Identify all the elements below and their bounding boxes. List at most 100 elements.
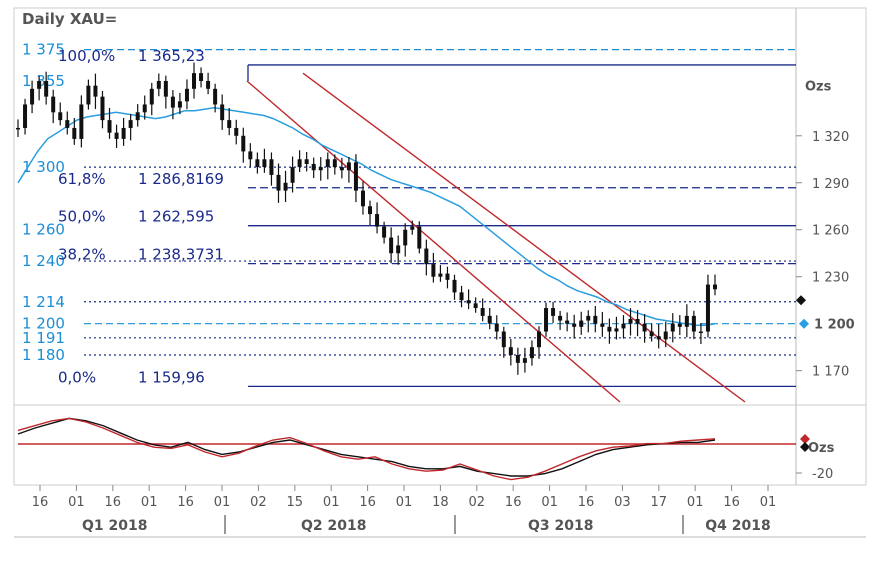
price-bar-body bbox=[382, 226, 387, 238]
price-bar-body bbox=[508, 347, 513, 356]
price-bar-body bbox=[501, 331, 506, 348]
level-label: 1 260 bbox=[22, 221, 65, 239]
marker-diamond-black bbox=[796, 295, 806, 306]
price-bar-body bbox=[579, 320, 584, 327]
price-bar-body bbox=[107, 120, 112, 133]
price-bar-body bbox=[241, 135, 246, 152]
price-bar-body bbox=[220, 104, 225, 121]
level-label: 1 180 bbox=[22, 346, 65, 364]
price-bar-body bbox=[283, 182, 288, 191]
price-bar-body bbox=[480, 308, 485, 316]
price-bar-body bbox=[375, 214, 380, 227]
price-bar-body bbox=[255, 159, 260, 168]
last-price-label: 1 200 bbox=[814, 318, 855, 333]
price-bar-body bbox=[649, 331, 654, 337]
level-label: 1 214 bbox=[22, 293, 65, 311]
osc-tick-label: -20 bbox=[812, 467, 833, 482]
price-bar-body bbox=[325, 159, 330, 168]
price-bar-body bbox=[353, 162, 358, 191]
price-bar-body bbox=[37, 80, 42, 89]
price-bar-body bbox=[487, 315, 492, 324]
price-bar-body bbox=[473, 303, 478, 309]
price-bar-body bbox=[670, 323, 675, 332]
price-bar-body bbox=[544, 308, 549, 332]
price-bar-body bbox=[656, 336, 661, 340]
price-bar-body bbox=[551, 308, 556, 316]
price-bar-body bbox=[572, 323, 577, 327]
price-bar-body bbox=[58, 112, 63, 121]
fibonacci-levels: 100,0% 1 365,23 61,8% 1 286,8169 50,0% 1 262,… bbox=[58, 47, 796, 388]
price-bar-body bbox=[170, 96, 175, 108]
price-bar-body bbox=[515, 355, 520, 363]
price-bar-body bbox=[156, 80, 161, 89]
price-bar-body bbox=[199, 73, 204, 81]
price-bar-body bbox=[593, 315, 598, 324]
fib-value-label: 1 159,96 bbox=[138, 368, 205, 386]
price-bar-body bbox=[360, 190, 365, 207]
fib-percent-label: 0,0% bbox=[58, 368, 96, 386]
oscillator: Ozs -20 bbox=[17, 417, 835, 482]
price-bar-body bbox=[79, 104, 84, 139]
fib-value-label: 1 262,595 bbox=[138, 208, 214, 226]
price-bar-body bbox=[494, 323, 499, 332]
price-bar-body bbox=[713, 284, 717, 290]
price-bar-body bbox=[177, 101, 182, 108]
moving-average-line bbox=[17, 106, 716, 327]
quarter-label: Q3 2018 bbox=[528, 518, 593, 534]
price-bar-body bbox=[389, 237, 394, 254]
day-tick-label: 03 bbox=[614, 495, 631, 510]
price-bar-body bbox=[86, 85, 91, 105]
osc-marker-black bbox=[800, 442, 810, 452]
price-bar-body bbox=[262, 159, 267, 168]
price-bar-body bbox=[44, 80, 49, 97]
fib-percent-label: 100,0% bbox=[58, 47, 115, 65]
chart-title: Daily XAU= bbox=[22, 10, 117, 28]
price-bar-body bbox=[135, 112, 140, 121]
price-bar-body bbox=[142, 104, 147, 113]
price-bar-body bbox=[290, 167, 295, 183]
price-bar-body bbox=[304, 159, 309, 164]
price-bar-body bbox=[339, 167, 344, 171]
price-tick-label: 1 260 bbox=[812, 224, 849, 239]
price-bar-body bbox=[23, 104, 28, 128]
price-bar-body bbox=[614, 328, 619, 332]
price-bar-body bbox=[206, 80, 211, 89]
price-bar-body bbox=[213, 88, 218, 105]
price-bar-body bbox=[529, 347, 534, 359]
day-tick-label: 01 bbox=[760, 495, 777, 510]
price-bar-body bbox=[184, 88, 189, 102]
day-tick-label: 17 bbox=[651, 495, 668, 510]
level-label: 1 355 bbox=[22, 72, 65, 90]
quarter-label: Q4 2018 bbox=[705, 518, 770, 534]
price-bar-body bbox=[311, 163, 316, 171]
price-axis: 1 320 1 290 1 260 1 230 1 170 Ozs 1 200 bbox=[796, 80, 855, 380]
osc-unit-label: Ozs bbox=[808, 441, 835, 456]
day-tick-label: 15 bbox=[287, 495, 304, 510]
day-tick-label: 16 bbox=[105, 495, 122, 510]
price-bar-body bbox=[332, 159, 337, 168]
moving-average bbox=[17, 106, 716, 327]
day-tick-label: 16 bbox=[578, 495, 595, 510]
day-tick-label: 16 bbox=[359, 495, 376, 510]
price-tick-label: 1 230 bbox=[812, 271, 849, 286]
price-bar-body bbox=[192, 73, 197, 89]
osc-marker-red bbox=[800, 434, 810, 444]
price-bar-body bbox=[410, 226, 415, 230]
day-tick-label: 01 bbox=[687, 495, 704, 510]
price-bar-body bbox=[417, 226, 422, 249]
price-bar-body bbox=[121, 127, 126, 139]
price-bar-body bbox=[705, 284, 710, 332]
price-bar-body bbox=[607, 326, 612, 332]
price-bar-body bbox=[600, 323, 605, 327]
day-tick-label: 02 bbox=[469, 495, 486, 510]
trend-channel bbox=[246, 72, 746, 403]
level-label: 1 300 bbox=[22, 158, 65, 176]
price-bar-body bbox=[586, 315, 591, 321]
price-tick-label: 1 290 bbox=[812, 177, 849, 192]
fib-value-label: 1 238,3731 bbox=[138, 246, 224, 264]
time-axis: 16 01 16 01 16 01 02 15 01 16 01 18 02 16 01 16 03 17 01 16… bbox=[32, 485, 777, 534]
price-bar-body bbox=[346, 162, 351, 171]
day-tick-label: 01 bbox=[541, 495, 558, 510]
